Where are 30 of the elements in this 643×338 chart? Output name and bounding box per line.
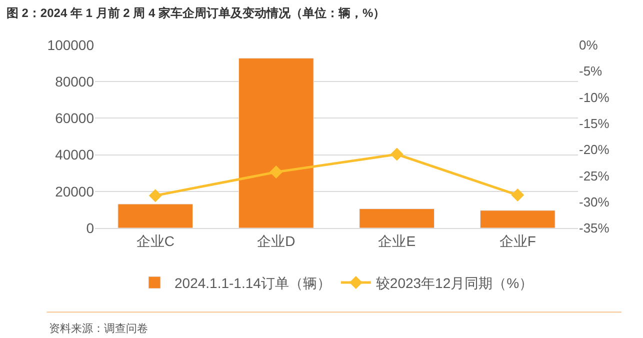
text: 资料来源：调查问卷: [49, 322, 148, 335]
legend-label: 较2023年12月同期（%）: [376, 274, 534, 291]
y-tick-label: 80000: [55, 74, 94, 90]
y-tick-label: 60000: [55, 110, 94, 126]
chart-title: 图 2：2024 年 1 月前 2 周 4 家车企周订单及变动情况（单位：辆，%）: [6, 6, 386, 20]
bar: [238, 58, 314, 228]
y-tick-label: 100000: [47, 36, 94, 53]
bar: [118, 204, 194, 228]
bar: [480, 210, 556, 228]
y2-tick-label: -25%: [579, 168, 610, 184]
y2-tick-label: -35%: [579, 220, 610, 236]
x-tick-label: 企业C: [136, 232, 174, 249]
y2-tick-label: -5%: [579, 64, 603, 79]
y-tick-label: 0: [86, 220, 94, 236]
y2-tick-label: -30%: [579, 194, 610, 210]
point: [148, 189, 162, 202]
y-tick-label: 20000: [55, 183, 94, 200]
y2-tick-label: -20%: [579, 142, 610, 158]
y2-tick-label: -15%: [579, 116, 610, 131]
x-tick-label: 企业E: [378, 232, 416, 249]
legend-label: 2024.1.1-1.14订单（辆）: [174, 274, 331, 291]
bar: [359, 208, 435, 228]
y2-tick-label: -10%: [579, 90, 610, 105]
x-tick-label: 企业D: [257, 232, 296, 249]
point: [270, 166, 283, 179]
point: [390, 148, 404, 161]
y-tick-label: 40000: [55, 146, 94, 163]
x-tick-label: 企业F: [499, 232, 536, 249]
y2-tick-label: 0%: [579, 38, 598, 53]
point: [511, 188, 524, 202]
